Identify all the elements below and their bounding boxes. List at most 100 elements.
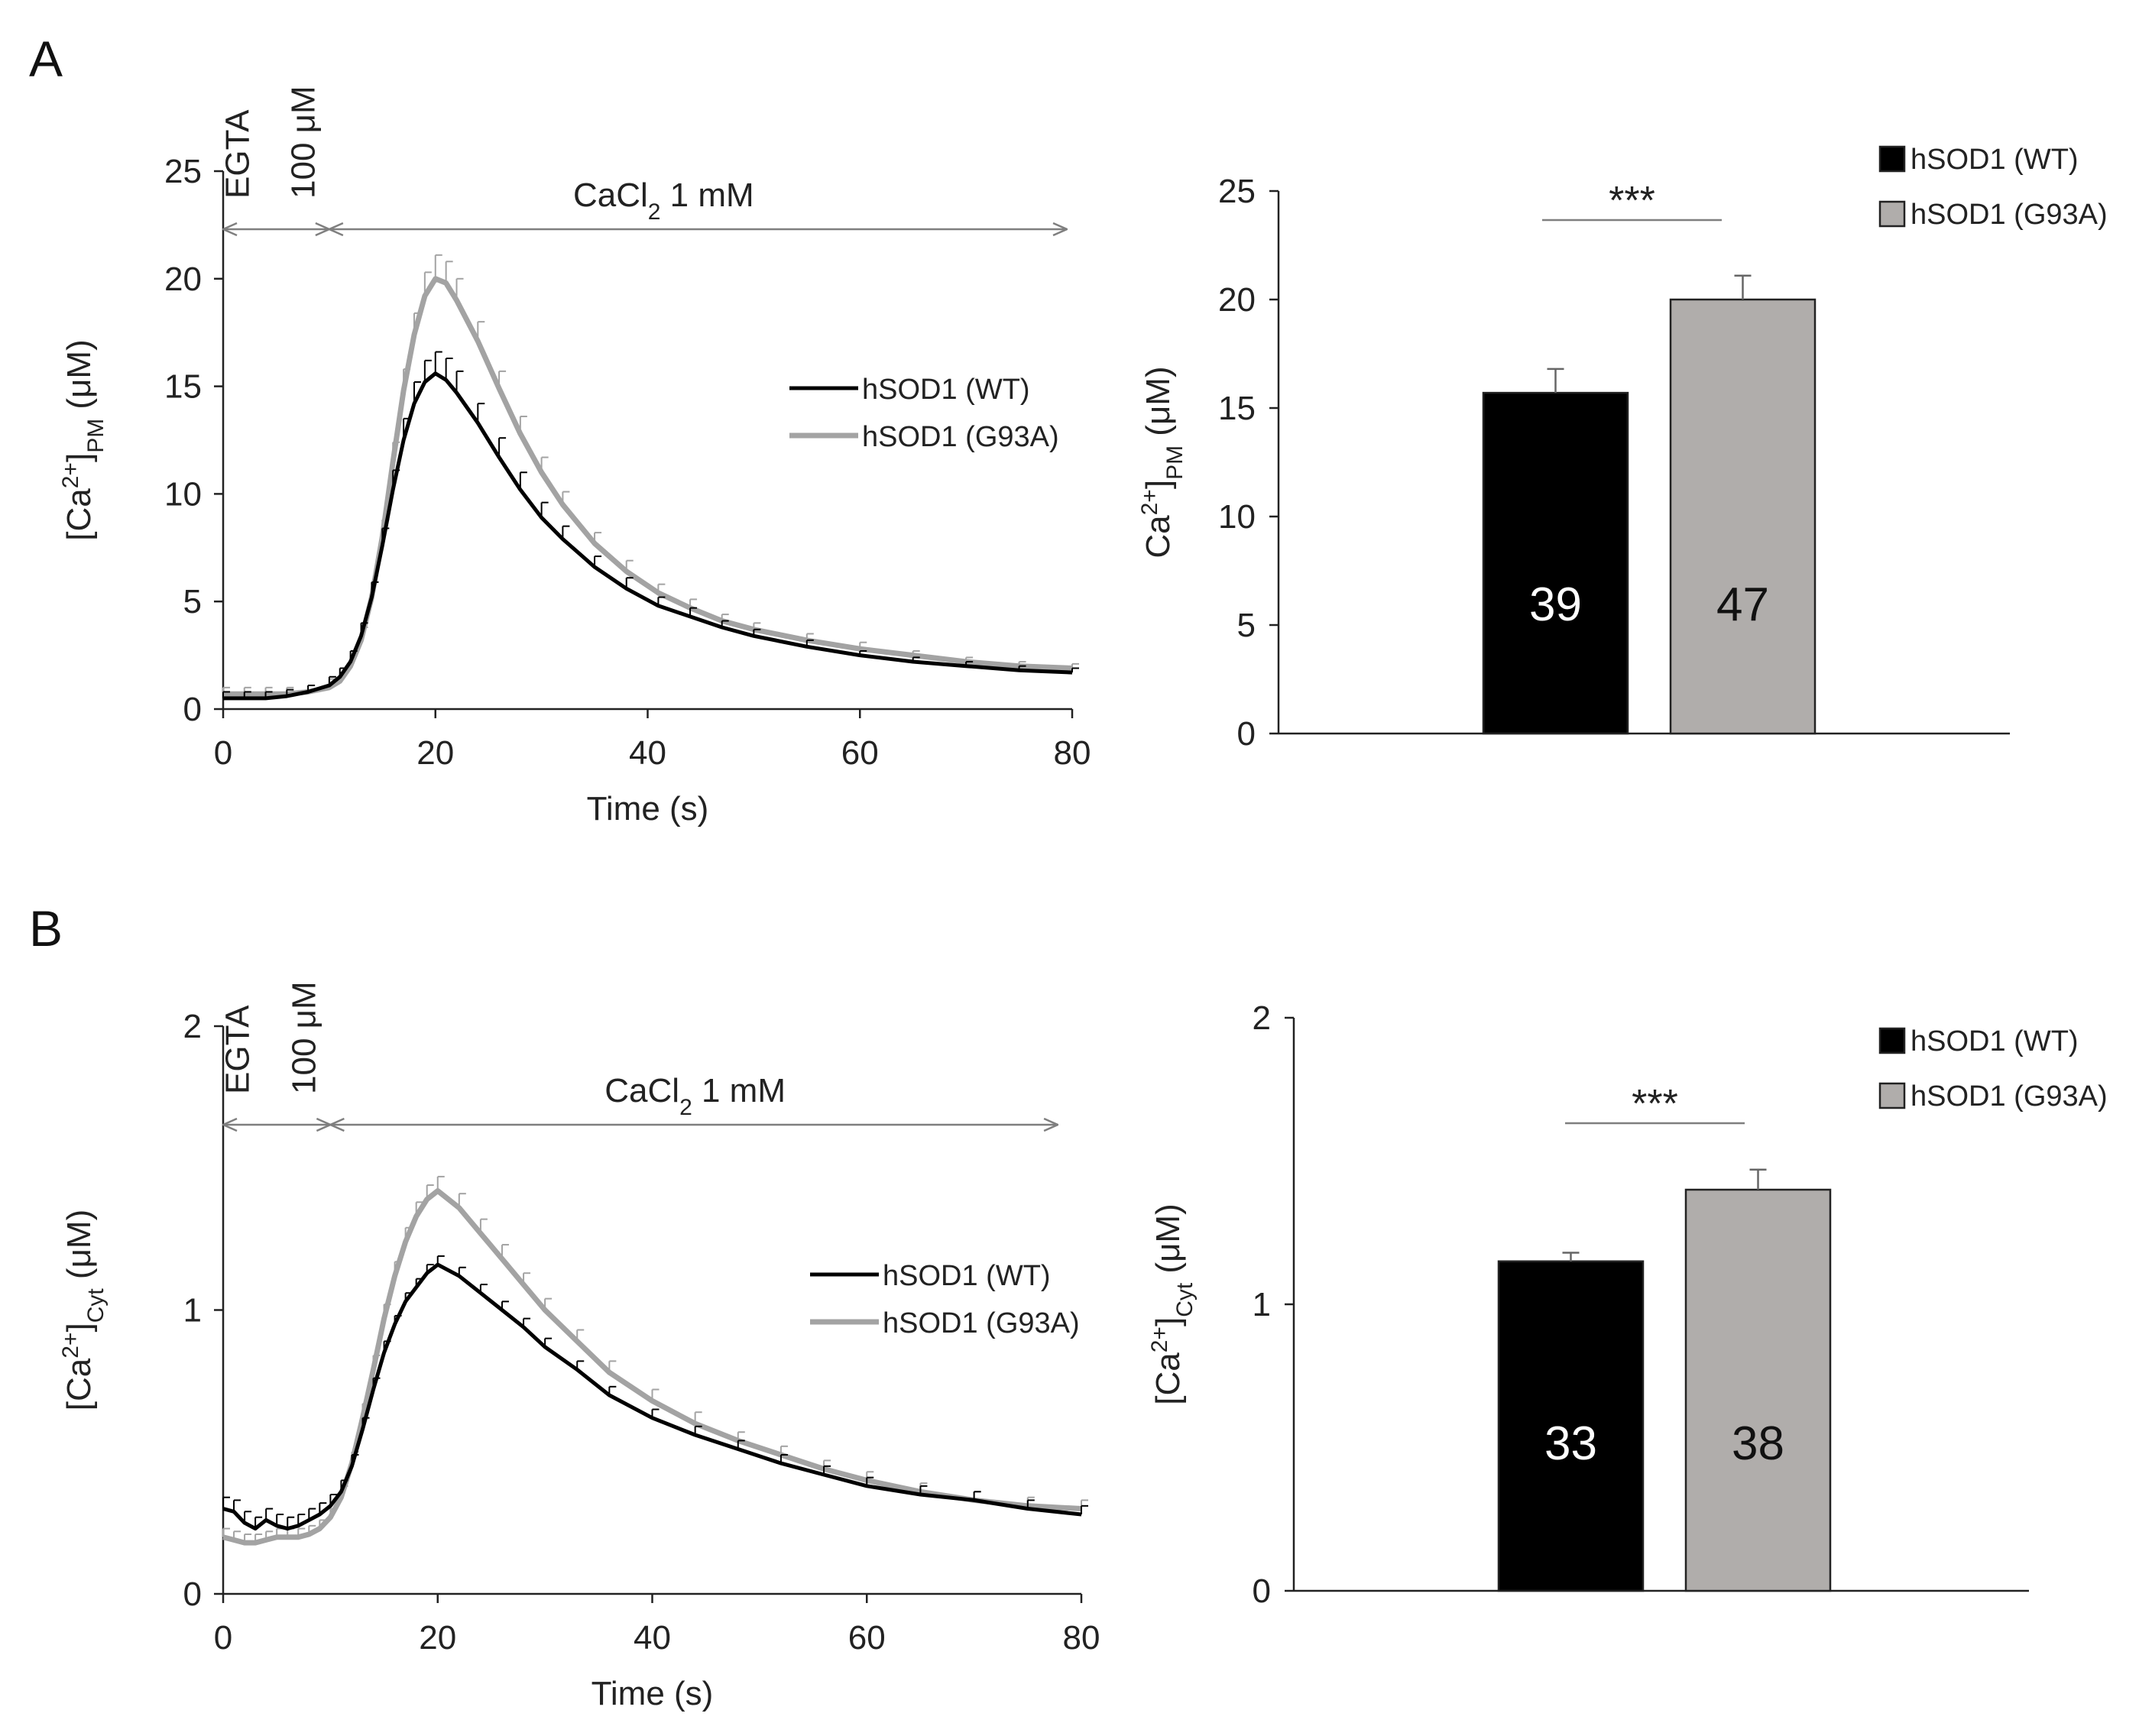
panel-letter-b: B	[29, 900, 63, 957]
ylabel-subscript: PM	[1162, 445, 1188, 480]
egta-concentration-label: 100 μM	[286, 981, 323, 1094]
y-tick-label: 0	[1237, 715, 1256, 753]
x-tick-label: 40	[629, 734, 666, 772]
cacl2-concentration: 1 mM	[692, 1072, 786, 1109]
ylabel-bracket: ]	[60, 453, 98, 462]
legend-label: hSOD1 (WT)	[862, 374, 1030, 406]
ylabel-unit: (μM)	[1149, 1203, 1187, 1283]
ylabel-superscript: 2+	[58, 1333, 83, 1359]
y-tick-label: 20	[164, 261, 202, 298]
ylabel-prefix: [Ca	[60, 488, 98, 541]
legend-swatch	[1878, 145, 1906, 173]
panel-letter-a: A	[29, 31, 63, 87]
cacl2-label: CaCl2 1 mM	[573, 177, 754, 225]
ylabel-bracket: ]	[60, 1323, 98, 1332]
x-tick-label: 20	[419, 1619, 456, 1657]
x-tick-label: 0	[214, 1619, 232, 1657]
y-tick-label: 0	[183, 1576, 202, 1613]
ylabel-superscript: 2+	[58, 462, 83, 488]
y-tick-label: 0	[1253, 1572, 1271, 1610]
legend-swatch	[1878, 1027, 1906, 1054]
significance-stars: ***	[1609, 179, 1655, 223]
y-axis-label: [Ca2+]Cyt (μM)	[58, 1210, 109, 1410]
series-line	[223, 371, 1073, 701]
series-line	[223, 276, 1073, 697]
ylabel-unit: (μM)	[60, 339, 98, 419]
ylabel-superscript: 2+	[1137, 489, 1162, 515]
y-tick-label: 1	[183, 1292, 202, 1330]
legend-label: hSOD1 (G93A)	[1911, 199, 2108, 231]
legend-swatch	[1878, 200, 1906, 228]
ylabel-subscript: PM	[83, 419, 109, 453]
bar-g93a	[1669, 298, 1817, 735]
series-g93a	[222, 254, 1079, 697]
y-tick-label: 5	[183, 583, 202, 620]
ylabel-unit: (μM)	[1139, 366, 1177, 445]
ylabel-prefix: [Ca	[1149, 1352, 1187, 1405]
x-tick-label: 60	[841, 734, 879, 772]
y-axis-label: [Ca2+]PM (μM)	[58, 339, 109, 540]
egta-label: EGTA	[219, 109, 256, 199]
ylabel-prefix: [Ca	[60, 1358, 98, 1410]
panel-b-bar-chart: 0 1 2 [Ca2+]Cyt (μM) 33 38 *** hSOD1 (WT) hSOD1 …	[1147, 999, 2108, 1610]
x-tick-label: 20	[416, 734, 454, 772]
ylabel-subscript: Cyt	[83, 1288, 109, 1323]
x-tick-label: 60	[848, 1619, 886, 1657]
x-tick-label: 80	[1063, 1619, 1100, 1657]
bar-n-label: 39	[1529, 578, 1582, 631]
ylabel-prefix: Ca	[1139, 515, 1177, 559]
cacl2-subscript: 2	[648, 199, 661, 225]
ylabel-bracket: ]	[1149, 1317, 1187, 1326]
cacl2-concentration: 1 mM	[660, 177, 754, 214]
x-tick-label: 0	[214, 734, 232, 772]
bar-wt	[1482, 391, 1629, 735]
legend-label: hSOD1 (WT)	[1911, 1025, 2079, 1057]
legend-label: hSOD1 (G93A)	[1911, 1080, 2108, 1113]
y-tick-label: 10	[1218, 498, 1256, 536]
legend-label: hSOD1 (WT)	[883, 1260, 1051, 1292]
cacl2-label: CaCl2 1 mM	[604, 1072, 786, 1120]
series-line	[222, 1188, 1082, 1546]
x-axis-label: Time (s)	[591, 1675, 714, 1712]
y-axis-label: [Ca2+]Cyt (μM)	[1147, 1203, 1198, 1404]
series-wt	[222, 351, 1079, 701]
y-tick-label: 0	[183, 691, 202, 728]
ylabel-subscript: Cyt	[1172, 1282, 1198, 1317]
x-tick-label: 40	[634, 1619, 671, 1657]
egta-concentration-label: 100 μM	[284, 86, 322, 199]
ylabel-unit: (μM)	[60, 1210, 98, 1289]
legend-label: hSOD1 (G93A)	[883, 1307, 1080, 1339]
bar-g93a	[1684, 1188, 1832, 1592]
cacl2-subscript: 2	[679, 1095, 692, 1120]
x-axis-label: Time (s)	[587, 790, 709, 828]
ylabel-superscript: 2+	[1147, 1326, 1172, 1352]
bar-wt	[1497, 1260, 1645, 1592]
y-tick-label: 25	[164, 153, 202, 190]
x-tick-label: 80	[1054, 734, 1091, 772]
y-tick-label: 15	[164, 368, 202, 406]
panel-a-trace-chart: A 0 5 10 15 20 25 0 20 40 60 80 Time (s) [Ca2+]PM (μM…	[29, 31, 1091, 828]
ylabel-bracket: ]	[1139, 480, 1177, 489]
y-tick-label: 5	[1237, 607, 1256, 644]
legend-label: hSOD1 (G93A)	[862, 421, 1059, 453]
legend-swatch	[1878, 1082, 1906, 1109]
bar-n-label: 47	[1716, 578, 1769, 631]
y-tick-label: 20	[1218, 281, 1256, 319]
series-g93a	[222, 1175, 1088, 1546]
cacl2-main: CaCl	[604, 1072, 679, 1109]
legend-label: hSOD1 (WT)	[1911, 144, 2079, 176]
egta-label: EGTA	[219, 1005, 257, 1094]
significance-stars: ***	[1632, 1082, 1678, 1126]
series-line	[222, 1262, 1082, 1531]
y-tick-label: 2	[183, 1008, 202, 1045]
y-tick-label: 25	[1218, 173, 1256, 210]
y-tick-label: 10	[164, 475, 202, 513]
panel-a-bar-chart: 0 5 10 15 20 25 Ca2+]PM (μM) 39 47 *** hSOD1 (WT) h…	[1137, 144, 2108, 753]
bar-n-label: 38	[1732, 1417, 1784, 1470]
y-tick-label: 15	[1218, 390, 1256, 427]
y-axis-label: Ca2+]PM (μM)	[1137, 366, 1188, 558]
bar-n-label: 33	[1544, 1417, 1597, 1470]
cacl2-main: CaCl	[573, 177, 648, 214]
